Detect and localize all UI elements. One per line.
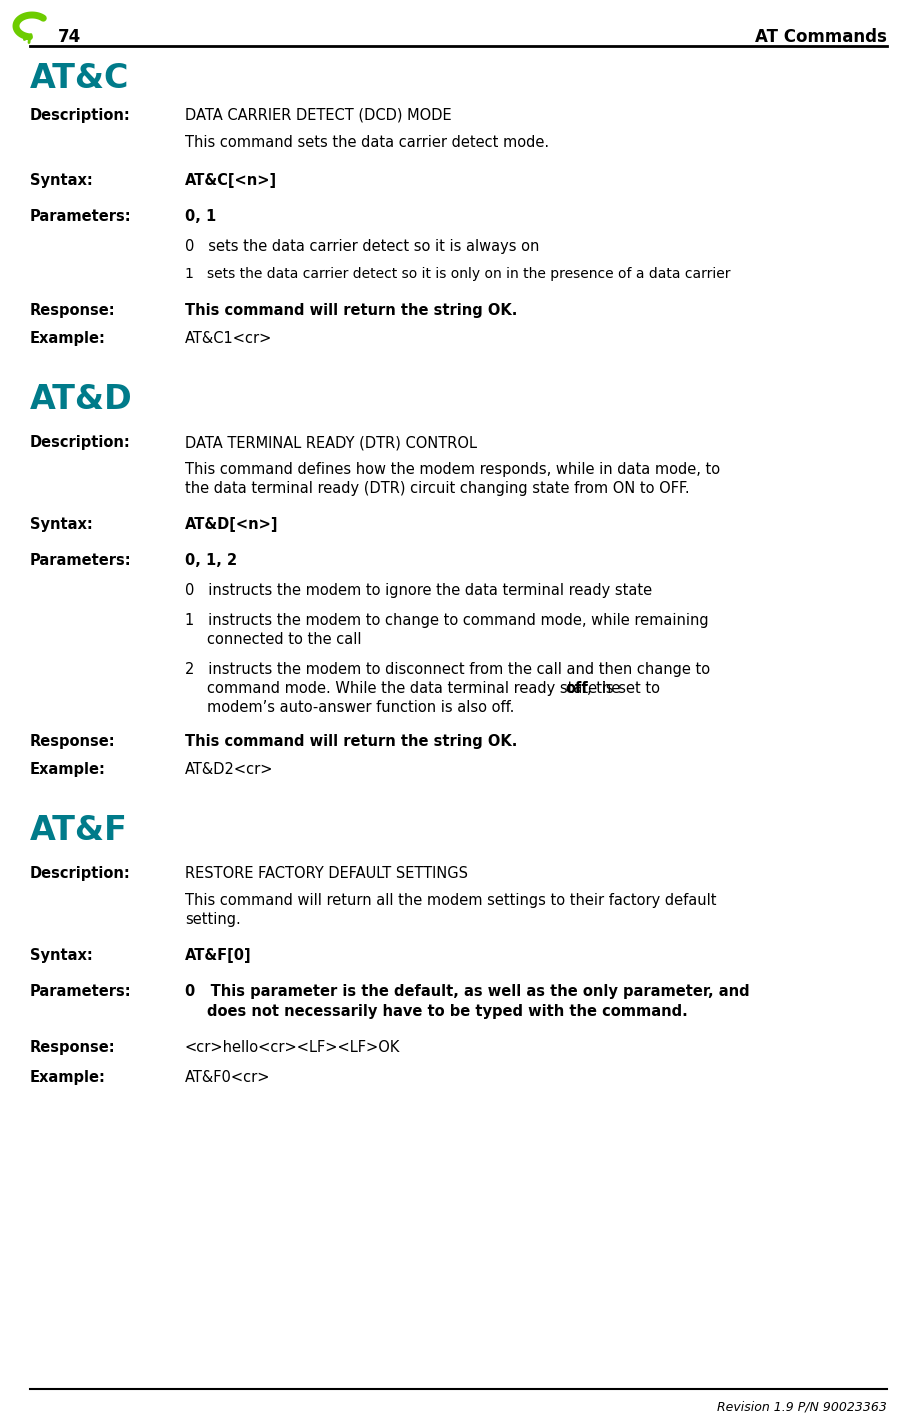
- Text: Parameters:: Parameters:: [30, 208, 132, 224]
- Text: AT&F[0]: AT&F[0]: [185, 948, 251, 964]
- Text: setting.: setting.: [185, 913, 241, 927]
- Text: Syntax:: Syntax:: [30, 173, 93, 188]
- Text: Description:: Description:: [30, 108, 131, 123]
- Text: Revision 1.9 P/N 90023363: Revision 1.9 P/N 90023363: [717, 1401, 887, 1414]
- Text: 2   instructs the modem to disconnect from the call and then change to: 2 instructs the modem to disconnect from…: [185, 662, 710, 677]
- Text: off: off: [565, 682, 588, 696]
- Text: <cr>hello<cr><LF><LF>OK: <cr>hello<cr><LF><LF>OK: [185, 1040, 401, 1056]
- Text: 0, 1: 0, 1: [185, 208, 216, 224]
- Text: AT Commands: AT Commands: [755, 28, 887, 45]
- Text: does not necessarily have to be typed with the command.: does not necessarily have to be typed wi…: [207, 1005, 688, 1019]
- Text: Response:: Response:: [30, 734, 116, 750]
- Text: This command will return all the modem settings to their factory default: This command will return all the modem s…: [185, 893, 716, 908]
- Text: AT&D2<cr>: AT&D2<cr>: [185, 762, 273, 777]
- Text: This command defines how the modem responds, while in data mode, to: This command defines how the modem respo…: [185, 462, 720, 478]
- Text: Response:: Response:: [30, 303, 116, 317]
- Text: Example:: Example:: [30, 762, 105, 777]
- Text: DATA TERMINAL READY (DTR) CONTROL: DATA TERMINAL READY (DTR) CONTROL: [185, 435, 477, 451]
- Text: Syntax:: Syntax:: [30, 517, 93, 531]
- Text: AT&D: AT&D: [30, 383, 133, 417]
- Text: This command sets the data carrier detect mode.: This command sets the data carrier detec…: [185, 135, 549, 150]
- Text: 0   instructs the modem to ignore the data terminal ready state: 0 instructs the modem to ignore the data…: [185, 582, 652, 598]
- Text: RESTORE FACTORY DEFAULT SETTINGS: RESTORE FACTORY DEFAULT SETTINGS: [185, 866, 468, 881]
- Text: Parameters:: Parameters:: [30, 983, 132, 999]
- Text: 1   sets the data carrier detect so it is only on in the presence of a data carr: 1 sets the data carrier detect so it is …: [185, 266, 731, 281]
- Text: modem’s auto-answer function is also off.: modem’s auto-answer function is also off…: [207, 700, 514, 716]
- Text: AT&F: AT&F: [30, 813, 127, 847]
- Text: 0, 1, 2: 0, 1, 2: [185, 553, 238, 568]
- Text: Response:: Response:: [30, 1040, 116, 1056]
- Text: command mode. While the data terminal ready state is set to: command mode. While the data terminal re…: [207, 682, 665, 696]
- Text: the data terminal ready (DTR) circuit changing state from ON to OFF.: the data terminal ready (DTR) circuit ch…: [185, 480, 690, 496]
- Text: This command will return the string OK.: This command will return the string OK.: [185, 734, 517, 750]
- Text: AT&F0<cr>: AT&F0<cr>: [185, 1070, 271, 1085]
- Text: 0   sets the data carrier detect so it is always on: 0 sets the data carrier detect so it is …: [185, 239, 539, 254]
- Text: AT&D[<n>]: AT&D[<n>]: [185, 517, 279, 531]
- Text: connected to the call: connected to the call: [207, 632, 361, 648]
- Text: Description:: Description:: [30, 435, 131, 451]
- Text: Parameters:: Parameters:: [30, 553, 132, 568]
- Text: AT&C1<cr>: AT&C1<cr>: [185, 332, 272, 346]
- Text: AT&C[<n>]: AT&C[<n>]: [185, 173, 277, 188]
- Text: DATA CARRIER DETECT (DCD) MODE: DATA CARRIER DETECT (DCD) MODE: [185, 108, 452, 123]
- Text: , the: , the: [587, 682, 621, 696]
- Text: 0   This parameter is the default, as well as the only parameter, and: 0 This parameter is the default, as well…: [185, 983, 749, 999]
- Text: Syntax:: Syntax:: [30, 948, 93, 964]
- Text: 1   instructs the modem to change to command mode, while remaining: 1 instructs the modem to change to comma…: [185, 614, 709, 628]
- Text: 74: 74: [58, 28, 82, 45]
- Text: Description:: Description:: [30, 866, 131, 881]
- Text: Example:: Example:: [30, 332, 105, 346]
- Text: AT&C: AT&C: [30, 62, 129, 95]
- Text: This command will return the string OK.: This command will return the string OK.: [185, 303, 517, 317]
- Text: Example:: Example:: [30, 1070, 105, 1085]
